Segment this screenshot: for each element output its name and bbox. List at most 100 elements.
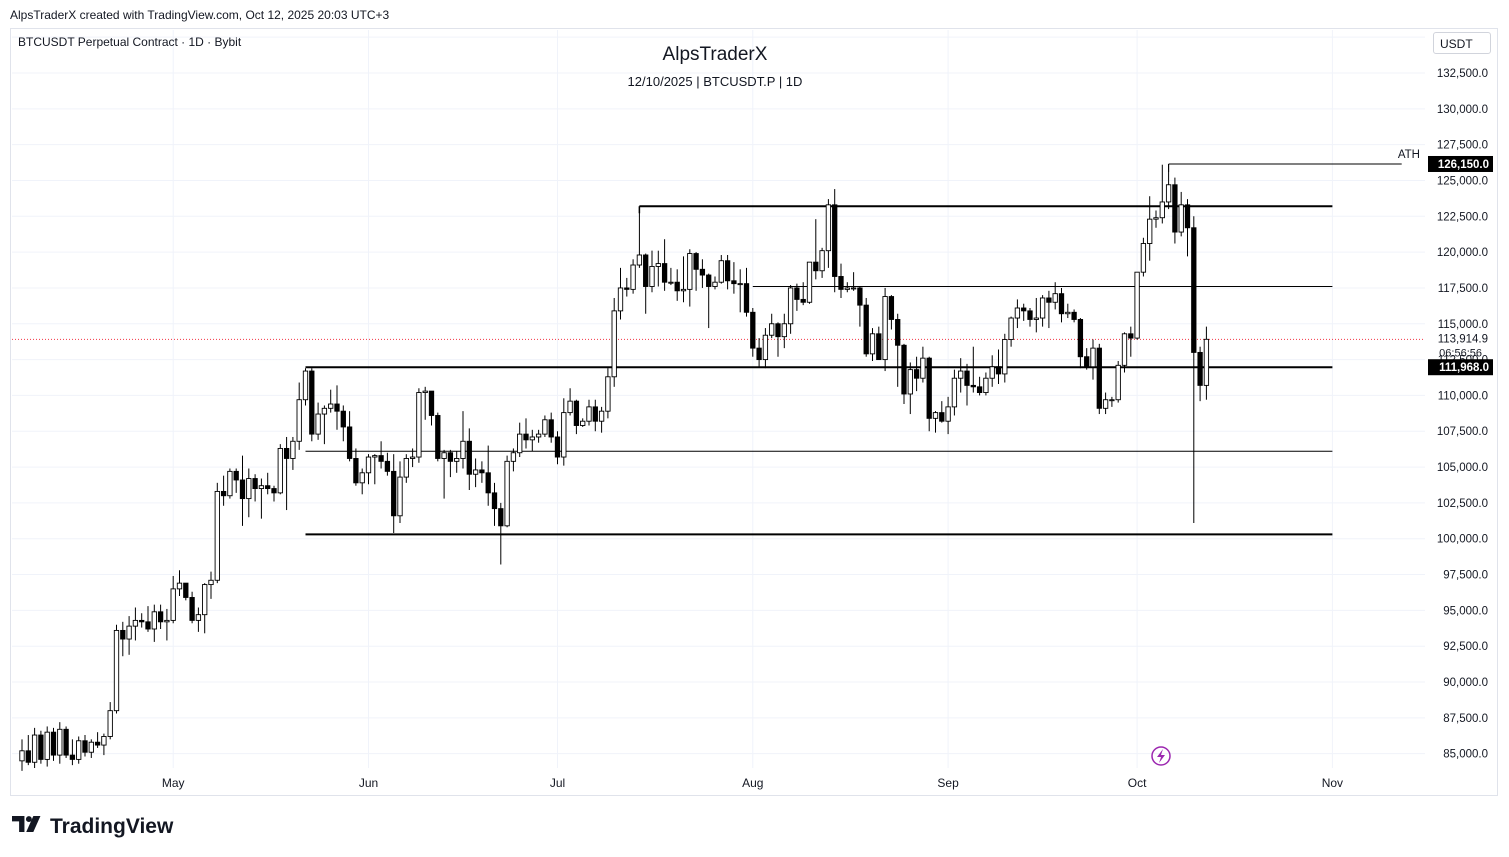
x-tick-label: Aug bbox=[742, 776, 763, 790]
y-tick-label: 85,000.0 bbox=[1443, 749, 1488, 761]
candle-body bbox=[57, 728, 63, 756]
candle-body bbox=[649, 265, 655, 287]
lightning-icon bbox=[1151, 746, 1171, 766]
candle-body bbox=[1021, 307, 1027, 312]
candle-body bbox=[926, 357, 932, 419]
candle-body bbox=[1203, 338, 1210, 386]
x-tick-label: Sep bbox=[937, 776, 959, 790]
candle-body bbox=[472, 469, 479, 475]
candle-body bbox=[227, 470, 233, 497]
candle-body bbox=[510, 452, 517, 462]
y-tick-label: 92,500.0 bbox=[1443, 641, 1488, 653]
y-tick-label: 127,500.0 bbox=[1437, 140, 1488, 152]
candle-body bbox=[1128, 333, 1134, 339]
candle-body bbox=[271, 488, 277, 494]
y-tick-label: 120,000.0 bbox=[1437, 247, 1488, 259]
candle-body bbox=[901, 344, 907, 395]
chart-title: AlpsTraderX bbox=[662, 44, 768, 65]
ath-label: ATH bbox=[1398, 149, 1420, 161]
candle-body bbox=[617, 287, 624, 312]
candle-body bbox=[258, 485, 265, 490]
symbol-info[interactable]: BTCUSDT Perpetual Contract · 1D · Bybit bbox=[18, 35, 242, 49]
candle-body bbox=[661, 263, 668, 283]
candle-body bbox=[353, 458, 359, 484]
candle-body bbox=[441, 452, 447, 459]
candle-body bbox=[195, 614, 202, 621]
candle-body bbox=[876, 333, 882, 361]
candle-body bbox=[913, 369, 920, 379]
candle-body bbox=[561, 412, 567, 458]
candle-body bbox=[857, 287, 863, 306]
candle-body bbox=[693, 253, 699, 270]
candle-body bbox=[170, 588, 176, 621]
candle-body bbox=[769, 323, 775, 336]
candle-body bbox=[932, 412, 939, 419]
candle-body bbox=[687, 253, 693, 290]
candle-body bbox=[88, 741, 94, 753]
candle-body bbox=[756, 347, 762, 361]
candle-body bbox=[907, 369, 913, 395]
candle-body bbox=[1159, 201, 1165, 219]
candle-body bbox=[50, 731, 57, 756]
candle-body bbox=[296, 399, 302, 442]
candle-body bbox=[1191, 227, 1197, 353]
candle-body bbox=[126, 625, 132, 640]
candle-body bbox=[220, 490, 227, 497]
candle-body bbox=[542, 419, 548, 435]
candle-body bbox=[498, 508, 504, 527]
candle-body bbox=[970, 384, 976, 388]
y-tick-label: 110,000.0 bbox=[1438, 390, 1488, 402]
candle-body bbox=[1077, 319, 1084, 358]
x-tick-label: Nov bbox=[1322, 776, 1343, 790]
bar-countdown: 06:56:56 bbox=[1439, 347, 1482, 359]
candle-body bbox=[523, 433, 529, 441]
candle-body bbox=[983, 377, 989, 394]
y-tick-label: 115,000.0 bbox=[1438, 319, 1488, 331]
y-tick-label: 90,000.0 bbox=[1443, 677, 1488, 689]
candle-body bbox=[1002, 339, 1008, 375]
candle-body bbox=[1115, 364, 1121, 401]
candle-body bbox=[548, 419, 554, 438]
candle-body bbox=[920, 357, 926, 379]
currency-selector[interactable]: USDT bbox=[1433, 32, 1491, 54]
candle-body bbox=[101, 736, 107, 746]
y-tick-label: 130,000.0 bbox=[1437, 104, 1488, 116]
candle-body bbox=[995, 366, 1002, 375]
candle-body bbox=[813, 261, 819, 272]
candle-body bbox=[781, 323, 787, 338]
candle-body bbox=[239, 479, 246, 500]
candle-body bbox=[1071, 311, 1077, 320]
candle-body bbox=[252, 478, 258, 490]
candle-body bbox=[120, 629, 126, 640]
candle-body bbox=[82, 740, 88, 753]
candle-body bbox=[1046, 297, 1052, 303]
y-tick-label: 105,000.0 bbox=[1437, 462, 1488, 474]
candle-body bbox=[819, 250, 825, 272]
candle-body bbox=[976, 386, 983, 394]
candle-body bbox=[958, 370, 964, 379]
candle-body bbox=[485, 472, 491, 494]
x-tick-label: Jul bbox=[550, 776, 565, 790]
candle-body bbox=[1134, 271, 1140, 339]
candle-body bbox=[107, 710, 113, 737]
candle-body bbox=[145, 621, 151, 630]
candle-body bbox=[592, 406, 598, 422]
candle-body bbox=[888, 296, 895, 320]
candle-body bbox=[787, 287, 794, 325]
tradingview-brand[interactable]: TradingView bbox=[12, 815, 173, 839]
candle-body bbox=[800, 298, 806, 303]
y-tick-label: 132,500.0 bbox=[1437, 68, 1488, 80]
candle-body bbox=[460, 440, 466, 459]
price-label: 111,968.0 bbox=[1439, 362, 1489, 374]
candle-body bbox=[372, 455, 378, 458]
y-tick-label: 122,500.0 bbox=[1437, 211, 1488, 223]
candle-body bbox=[139, 619, 145, 623]
candle-body bbox=[391, 470, 397, 517]
candle-body bbox=[1008, 317, 1014, 340]
candle-body bbox=[554, 436, 561, 458]
price-label: 126,150.0 bbox=[1438, 159, 1489, 171]
candle-body bbox=[989, 366, 995, 379]
chart-pane[interactable] bbox=[10, 28, 1498, 796]
candle-body bbox=[428, 390, 435, 416]
